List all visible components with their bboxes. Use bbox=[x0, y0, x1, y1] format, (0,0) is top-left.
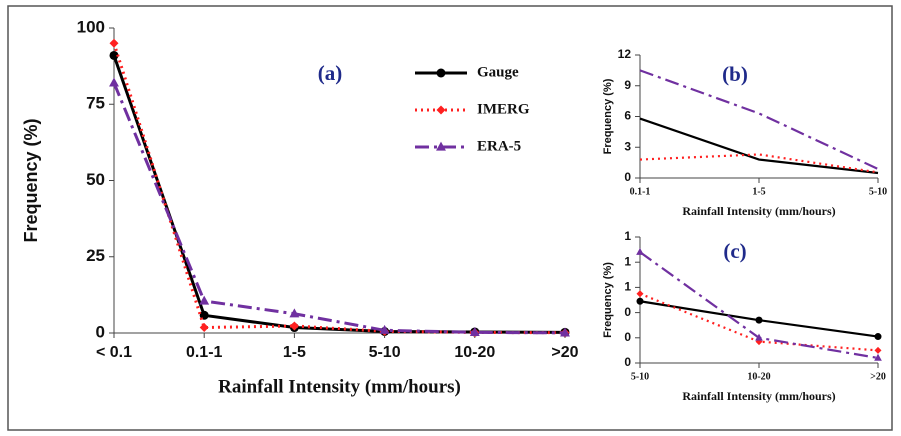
point bbox=[379, 324, 390, 334]
x-axis-label: Rainfall Intensity (mm/hours) bbox=[682, 204, 835, 218]
point bbox=[636, 247, 644, 255]
legend-label: ERA-5 bbox=[477, 138, 521, 154]
point bbox=[289, 321, 299, 331]
x-tick-label: >20 bbox=[870, 371, 886, 382]
point bbox=[636, 297, 644, 305]
x-axis-label: Rainfall Intensity (mm/hours) bbox=[218, 376, 461, 397]
panel-title: (b) bbox=[722, 62, 748, 86]
x-tick-label: 0.1-1 bbox=[630, 186, 651, 197]
y-tick-label: 25 bbox=[86, 246, 105, 265]
point bbox=[755, 316, 763, 324]
point bbox=[636, 290, 644, 298]
y-axis-label: Frequency (%) bbox=[602, 78, 614, 154]
point bbox=[874, 346, 882, 354]
y-tick-label: 12 bbox=[618, 47, 632, 61]
y-axis-label: Frequency (%) bbox=[21, 118, 41, 242]
point bbox=[436, 105, 446, 115]
x-tick-label: 0.1-1 bbox=[186, 344, 223, 361]
y-tick-label: 6 bbox=[624, 109, 631, 123]
y-tick-label: 9 bbox=[624, 78, 631, 92]
y-tick-label: 0 bbox=[624, 170, 631, 184]
series-line bbox=[639, 292, 879, 352]
y-tick-label: 1 bbox=[624, 254, 631, 268]
legend-label: IMERG bbox=[477, 101, 530, 117]
y-tick-label: 0 bbox=[96, 322, 105, 341]
point bbox=[199, 295, 210, 305]
point bbox=[109, 50, 119, 60]
point bbox=[199, 323, 209, 333]
x-tick-label: 10-20 bbox=[747, 371, 770, 382]
point bbox=[109, 77, 119, 87]
x-axis-label: Rainfall Intensity (mm/hours) bbox=[682, 389, 835, 403]
y-tick-label: 1 bbox=[624, 229, 631, 243]
x-tick-label: 5-10 bbox=[869, 186, 887, 197]
series-line bbox=[112, 42, 566, 335]
point bbox=[560, 327, 570, 337]
y-tick-label: 1 bbox=[624, 280, 631, 294]
panel-title: (c) bbox=[723, 239, 746, 263]
y-tick-label: 0 bbox=[624, 330, 631, 344]
y-tick-label: 3 bbox=[624, 139, 631, 153]
y-axis-label: Frequency (%) bbox=[602, 262, 614, 338]
x-tick-label: >20 bbox=[551, 344, 578, 361]
y-tick-label: 50 bbox=[86, 170, 105, 189]
y-tick-label: 75 bbox=[86, 94, 105, 113]
x-tick-label: 10-20 bbox=[454, 344, 495, 361]
series-line bbox=[639, 117, 879, 175]
x-tick-label: 1-5 bbox=[752, 186, 765, 197]
series-line bbox=[639, 153, 879, 174]
frame bbox=[7, 5, 893, 431]
point bbox=[874, 333, 882, 341]
point bbox=[109, 38, 119, 48]
x-tick-label: 5-10 bbox=[631, 371, 649, 382]
point bbox=[436, 141, 446, 151]
point bbox=[469, 326, 480, 336]
series-line bbox=[112, 82, 566, 335]
point bbox=[874, 353, 882, 361]
panel-title: (a) bbox=[318, 61, 343, 85]
legend-label: Gauge bbox=[477, 64, 519, 80]
x-tick-label: 1-5 bbox=[283, 344, 306, 361]
y-tick-label: 100 bbox=[77, 17, 105, 36]
point bbox=[289, 308, 300, 318]
point bbox=[436, 68, 446, 78]
x-tick-label: < 0.1 bbox=[96, 344, 132, 361]
point bbox=[755, 333, 763, 341]
y-tick-label: 0 bbox=[624, 305, 631, 319]
x-tick-label: 5-10 bbox=[369, 344, 401, 361]
y-tick-label: 0 bbox=[624, 355, 631, 369]
